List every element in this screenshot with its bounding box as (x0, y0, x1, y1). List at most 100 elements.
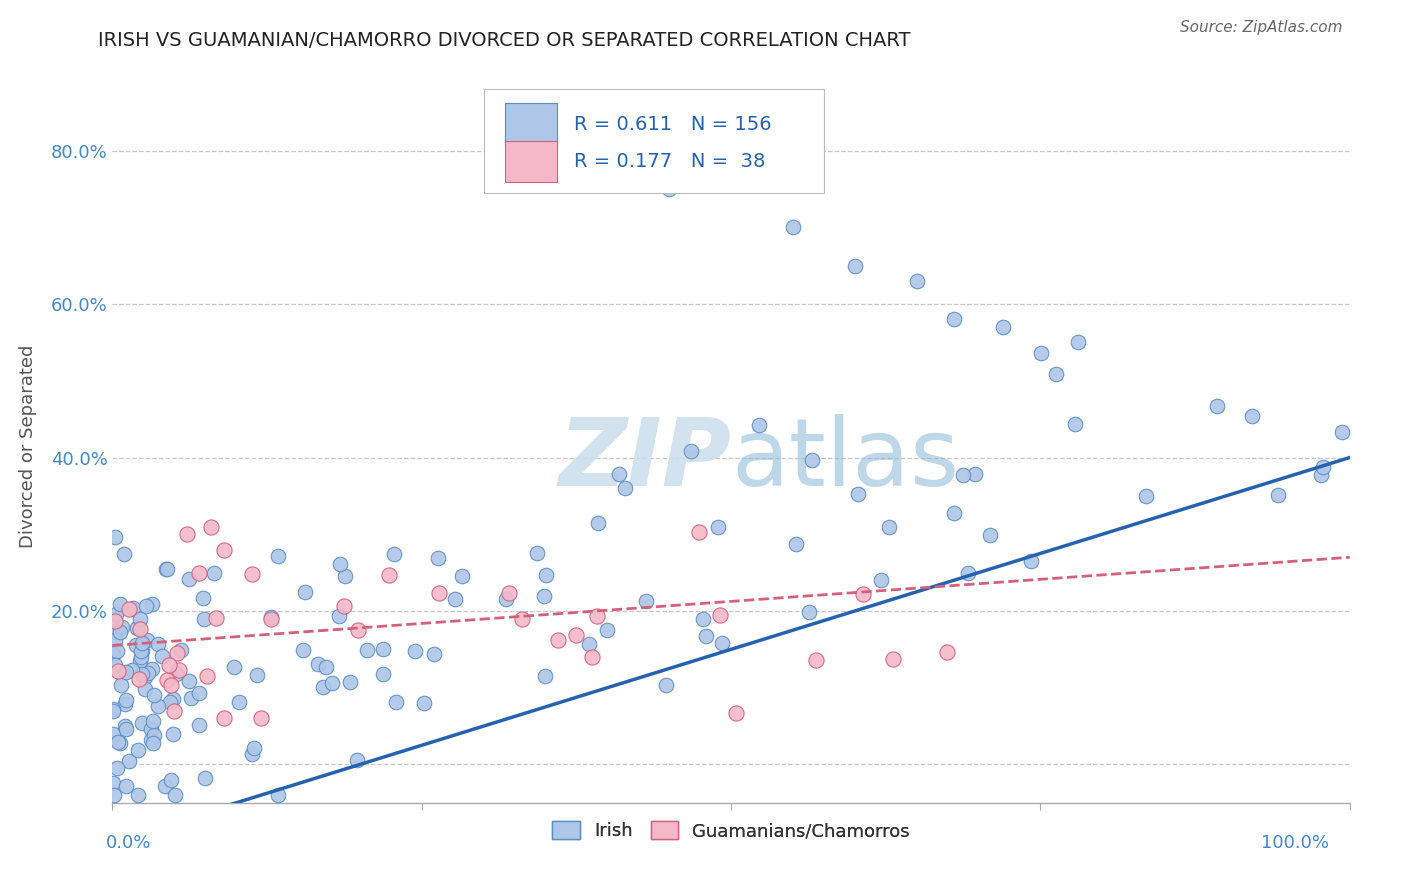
Point (956, 566, 979, 581)
Point (586, 609, 609, 624)
Text: R = 0.611   N = 156: R = 0.611 N = 156 (574, 115, 772, 134)
Point (159, 695, 181, 709)
Point (347, 624, 370, 638)
Point (498, 585, 520, 599)
Point (607, 467, 630, 482)
Point (101, 647, 124, 661)
Text: 0.0%: 0.0% (105, 834, 150, 852)
Point (547, 633, 569, 648)
Point (333, 599, 356, 614)
Point (150, 648, 173, 663)
Point (450, 569, 472, 583)
Point (870, 574, 893, 588)
Point (495, 592, 517, 607)
Point (148, 637, 170, 651)
Point (141, 732, 163, 747)
Point (1309, 468, 1331, 483)
Point (346, 753, 368, 767)
Point (101, 612, 124, 626)
Point (595, 624, 617, 638)
Point (936, 645, 959, 659)
Point (782, 220, 804, 235)
Bar (505, 103, 557, 145)
Point (142, 714, 165, 728)
Point (371, 642, 394, 657)
Point (692, 612, 714, 626)
Point (115, 722, 138, 736)
Point (1064, 417, 1087, 432)
Point (328, 608, 350, 623)
Point (107, 735, 129, 749)
Point (246, 668, 269, 682)
Point (131, 643, 153, 657)
Point (695, 629, 717, 643)
Point (193, 771, 215, 785)
Point (658, 182, 681, 196)
Point (103, 529, 125, 543)
Point (228, 695, 250, 709)
Point (882, 652, 904, 666)
Point (613, 482, 636, 496)
Point (1029, 346, 1052, 360)
Point (724, 706, 747, 721)
Point (142, 728, 165, 742)
Point (333, 569, 356, 583)
Point (423, 648, 446, 662)
Point (427, 586, 450, 600)
Point (688, 525, 710, 540)
Point (114, 665, 136, 680)
Point (128, 622, 150, 636)
Point (101, 776, 124, 790)
Point (127, 743, 149, 757)
Point (166, 646, 188, 660)
Point (339, 674, 361, 689)
Point (187, 686, 209, 700)
Point (104, 658, 127, 673)
Point (129, 644, 152, 658)
Point (382, 547, 405, 561)
Point (294, 585, 316, 599)
Point (118, 602, 141, 616)
Point (384, 695, 406, 709)
Point (125, 638, 148, 652)
Point (1267, 488, 1289, 502)
Point (1066, 335, 1088, 350)
Point (905, 274, 928, 288)
Point (101, 647, 124, 661)
Point (142, 688, 165, 702)
Point (110, 597, 132, 611)
Point (129, 654, 152, 668)
Point (1312, 460, 1334, 475)
Point (131, 667, 153, 681)
Point (993, 320, 1015, 334)
Point (114, 698, 136, 712)
Point (315, 660, 337, 674)
Point (112, 547, 135, 561)
Point (131, 636, 153, 650)
Text: 100.0%: 100.0% (1261, 834, 1329, 852)
Point (160, 772, 183, 787)
Point (942, 312, 965, 326)
Point (1019, 554, 1042, 568)
Point (115, 693, 138, 707)
Point (103, 788, 125, 802)
Point (110, 678, 132, 692)
Point (188, 566, 211, 580)
Point (141, 662, 163, 676)
Point (134, 670, 156, 684)
Point (371, 666, 394, 681)
Point (260, 610, 283, 624)
Point (141, 723, 163, 737)
Point (586, 516, 609, 531)
Point (979, 528, 1001, 542)
Point (153, 780, 176, 794)
Point (170, 643, 193, 657)
Point (1331, 425, 1354, 439)
Point (105, 625, 128, 640)
Point (534, 568, 557, 582)
Point (1205, 399, 1227, 413)
Point (510, 612, 533, 626)
Point (127, 788, 149, 802)
Point (377, 568, 399, 582)
Point (163, 704, 186, 718)
